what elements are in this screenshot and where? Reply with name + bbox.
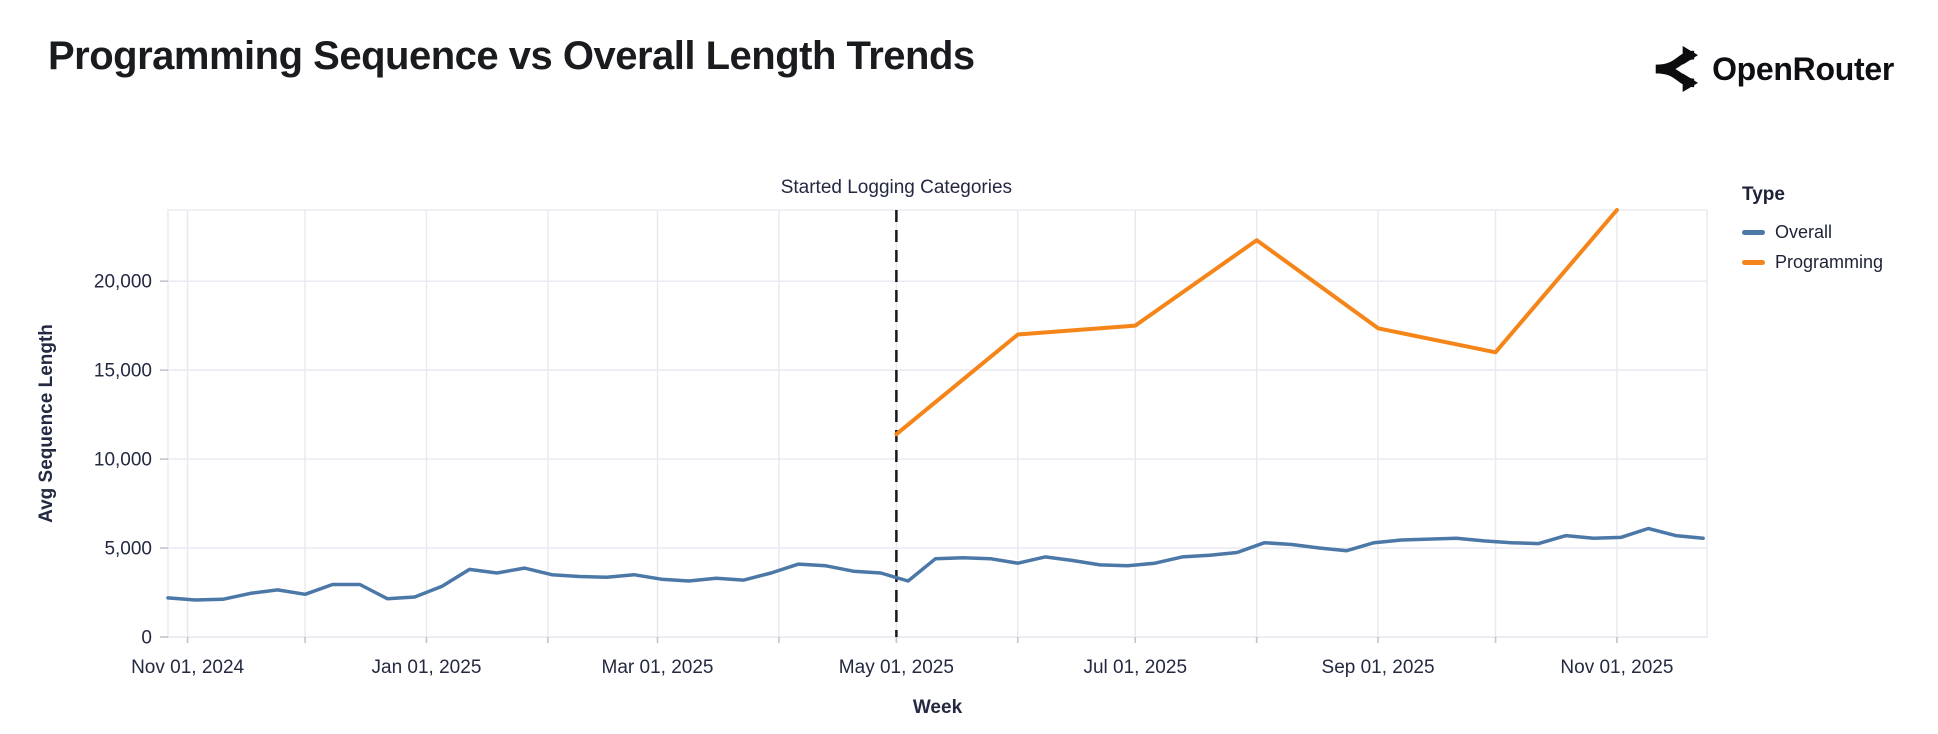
svg-text:10,000: 10,000 xyxy=(94,450,152,471)
svg-text:Nov 01, 2025: Nov 01, 2025 xyxy=(1560,657,1673,678)
svg-text:Jan 01, 2025: Jan 01, 2025 xyxy=(372,657,482,678)
y-tick-labels: 0 5,000 10,000 15,000 20,000 xyxy=(94,272,152,649)
axis-titles: Week Avg Sequence Length xyxy=(36,324,963,718)
brand: OpenRouter xyxy=(1652,46,1894,92)
annotation: Started Logging Categories xyxy=(781,177,1012,637)
legend-item-overall: Overall xyxy=(1742,222,1883,243)
legend-label-overall: Overall xyxy=(1775,222,1833,242)
y-axis-title: Avg Sequence Length xyxy=(36,324,57,523)
page-title: Programming Sequence vs Overall Length T… xyxy=(48,34,975,78)
x-axis-title: Week xyxy=(913,697,963,718)
svg-text:Mar 01, 2025: Mar 01, 2025 xyxy=(602,657,714,678)
svg-text:0: 0 xyxy=(141,628,152,649)
svg-text:20,000: 20,000 xyxy=(94,272,152,293)
legend: Type Overall Programming xyxy=(1742,184,1883,282)
x-tick-labels: Nov 01, 2024 Jan 01, 2025 Mar 01, 2025 May … xyxy=(131,657,1673,678)
legend-label-programming: Programming xyxy=(1775,252,1884,272)
openrouter-logo-icon xyxy=(1655,46,1699,92)
legend-item-programming: Programming xyxy=(1742,252,1883,273)
gridlines xyxy=(167,209,1708,638)
legend-title: Type xyxy=(1742,184,1785,205)
series-overall xyxy=(166,526,1705,602)
brand-name: OpenRouter xyxy=(1712,50,1894,87)
svg-text:5,000: 5,000 xyxy=(104,539,152,560)
legend-swatch-overall xyxy=(1742,230,1765,235)
svg-text:May 01, 2025: May 01, 2025 xyxy=(839,657,954,678)
legend-swatch-programming xyxy=(1742,260,1765,265)
svg-text:Nov 01, 2024: Nov 01, 2024 xyxy=(131,657,244,678)
svg-text:Jul 01, 2025: Jul 01, 2025 xyxy=(1083,657,1187,678)
svg-text:15,000: 15,000 xyxy=(94,361,152,382)
svg-text:Sep 01, 2025: Sep 01, 2025 xyxy=(1322,657,1435,678)
series-programming xyxy=(894,208,1619,437)
axis-ticks xyxy=(160,280,1618,643)
annotation-label: Started Logging Categories xyxy=(781,177,1012,198)
